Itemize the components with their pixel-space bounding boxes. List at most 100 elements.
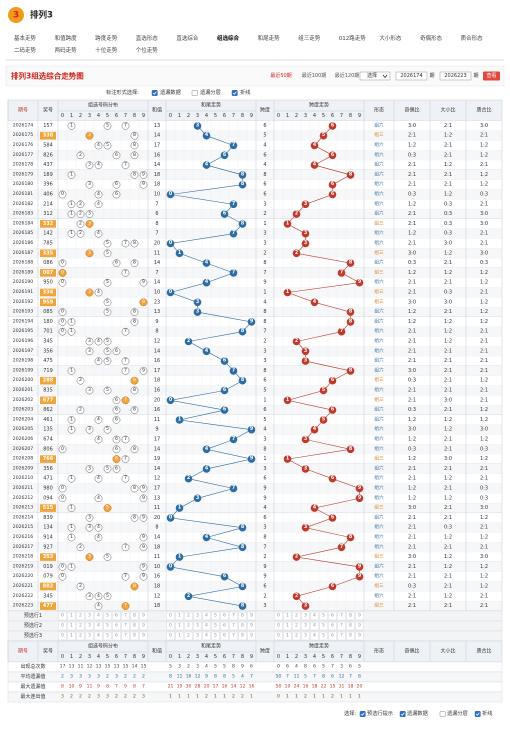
preselect-digit[interactable]: 4 (205, 633, 208, 639)
preselect-digit[interactable]: 9 (358, 633, 361, 639)
preselect-cell[interactable] (355, 611, 364, 621)
preselect-cell[interactable] (58, 631, 67, 641)
view-button[interactable] (483, 71, 500, 81)
preselect-digit[interactable]: 2 (187, 613, 190, 619)
preselect-cell[interactable] (211, 611, 220, 621)
preselect-digit[interactable]: 9 (142, 613, 145, 619)
preselect-cell[interactable] (76, 611, 85, 621)
preselect-digit[interactable]: 9 (142, 633, 145, 639)
preselect-digit[interactable]: 5 (322, 633, 325, 639)
preselect-digit[interactable]: 0 (61, 623, 64, 629)
preselect-digit[interactable]: 7 (232, 613, 235, 619)
preselect-cell[interactable] (121, 631, 130, 641)
preselect-cell[interactable] (292, 631, 301, 641)
preselect-cell[interactable] (310, 611, 319, 621)
preselect-cell[interactable] (229, 631, 238, 641)
preselect-digit[interactable]: 3 (304, 623, 307, 629)
preselect-cell[interactable] (58, 621, 67, 631)
preselect-digit[interactable]: 1 (178, 633, 181, 639)
preselect-digit[interactable]: 6 (331, 633, 334, 639)
nav-tab[interactable]: 012路走势 (339, 34, 366, 42)
preselect-digit[interactable]: 7 (124, 613, 127, 619)
preselect-digit[interactable]: 4 (313, 623, 316, 629)
preselect-cell[interactable] (220, 611, 229, 621)
preselect-digit[interactable]: 3 (304, 613, 307, 619)
preselect-cell[interactable] (85, 621, 94, 631)
preselect-cell[interactable] (355, 631, 364, 641)
preselect-digit[interactable]: 7 (232, 623, 235, 629)
preselect-cell[interactable] (184, 621, 193, 631)
preselect-digit[interactable]: 8 (133, 613, 136, 619)
preselect-digit[interactable]: 1 (178, 623, 181, 629)
preselect-digit[interactable]: 2 (187, 633, 190, 639)
preselect-digit[interactable]: 6 (223, 613, 226, 619)
preselect-digit[interactable]: 0 (61, 613, 64, 619)
preselect-cell[interactable] (355, 621, 364, 631)
preselect-cell[interactable] (103, 621, 112, 631)
preselect-cell[interactable] (202, 631, 211, 641)
nav-tab[interactable]: 和值跨度 (55, 34, 78, 42)
preselect-digit[interactable]: 3 (196, 633, 199, 639)
preselect-digit[interactable]: 6 (115, 633, 118, 639)
preselect-cell[interactable] (247, 621, 256, 631)
nav-tab[interactable]: 和尾走势 (258, 34, 281, 42)
preselect-digit[interactable]: 1 (70, 633, 73, 639)
preselect-digit[interactable]: 4 (97, 633, 100, 639)
preselect-cell[interactable] (283, 631, 292, 641)
preselect-digit[interactable]: 3 (304, 633, 307, 639)
preselect-cell[interactable] (193, 611, 202, 621)
preselect-cell[interactable] (94, 621, 103, 631)
preselect-digit[interactable]: 8 (349, 623, 352, 629)
preselect-digit[interactable]: 7 (232, 633, 235, 639)
preselect-digit[interactable]: 9 (250, 623, 253, 629)
preselect-cell[interactable] (238, 611, 247, 621)
preselect-cell[interactable] (274, 621, 283, 631)
preselect-cell[interactable] (112, 621, 121, 631)
nav-tab[interactable]: 奇偶形态 (420, 34, 443, 42)
preselect-cell[interactable] (346, 621, 355, 631)
nav-tab[interactable]: 二码走势 (14, 46, 37, 54)
preselect-cell[interactable] (130, 611, 139, 621)
preselect-cell[interactable] (274, 631, 283, 641)
preselect-cell[interactable] (292, 621, 301, 631)
preselect-digit[interactable]: 1 (286, 633, 289, 639)
preselect-digit[interactable]: 0 (169, 633, 172, 639)
preselect-digit[interactable]: 5 (106, 623, 109, 629)
preselect-cell[interactable] (67, 611, 76, 621)
preselect-cell[interactable] (247, 631, 256, 641)
preselect-digit[interactable]: 8 (133, 623, 136, 629)
preselect-cell[interactable] (247, 611, 256, 621)
preselect-cell[interactable] (166, 611, 175, 621)
preselect-cell[interactable] (319, 631, 328, 641)
preselect-digit[interactable]: 5 (106, 613, 109, 619)
preselect-cell[interactable] (283, 621, 292, 631)
mark-checkbox[interactable] (191, 90, 198, 96)
preselect-digit[interactable]: 7 (124, 623, 127, 629)
mark-checkbox[interactable] (151, 90, 158, 96)
preselect-cell[interactable] (175, 611, 184, 621)
preselect-cell[interactable] (328, 621, 337, 631)
preselect-digit[interactable]: 4 (205, 623, 208, 629)
preselect-digit[interactable]: 1 (70, 623, 73, 629)
preselect-cell[interactable] (310, 621, 319, 631)
nav-tab[interactable]: 十位走势 (95, 46, 118, 54)
preselect-digit[interactable]: 5 (106, 633, 109, 639)
preselect-cell[interactable] (94, 611, 103, 621)
preselect-cell[interactable] (85, 611, 94, 621)
preselect-digit[interactable]: 0 (61, 633, 64, 639)
nav-tab[interactable]: 组三走势 (298, 34, 321, 42)
preselect-digit[interactable]: 2 (79, 623, 82, 629)
preselect-cell[interactable] (130, 631, 139, 641)
preselect-digit[interactable]: 1 (286, 613, 289, 619)
preselect-digit[interactable]: 6 (331, 613, 334, 619)
preselect-digit[interactable]: 8 (241, 633, 244, 639)
preselect-cell[interactable] (85, 631, 94, 641)
preselect-cell[interactable] (58, 611, 67, 621)
preselect-cell[interactable] (274, 611, 283, 621)
preselect-cell[interactable] (175, 631, 184, 641)
preselect-cell[interactable] (319, 621, 328, 631)
preselect-digit[interactable]: 1 (286, 623, 289, 629)
preselect-cell[interactable] (184, 631, 193, 641)
preselect-cell[interactable] (346, 611, 355, 621)
preselect-cell[interactable] (238, 631, 247, 641)
